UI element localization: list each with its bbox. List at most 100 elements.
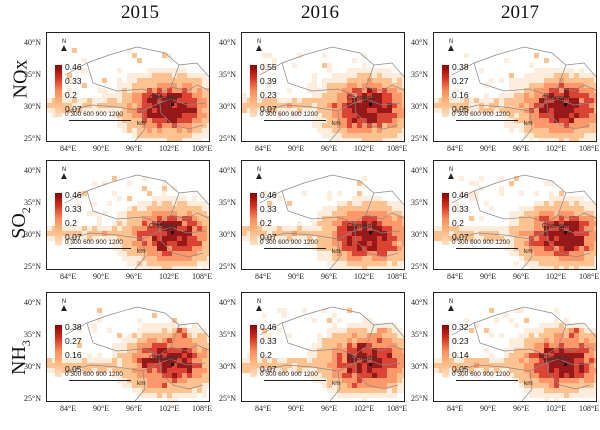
province-boundary xyxy=(261,98,401,112)
emission-cell xyxy=(307,358,312,363)
emission-cell xyxy=(372,338,377,343)
emission-cell xyxy=(312,353,317,358)
province-boundary xyxy=(451,46,596,78)
emission-cell xyxy=(207,93,209,98)
emission-cell xyxy=(337,191,342,196)
city-label-chengdu: Chengdu xyxy=(542,223,571,230)
emission-cell xyxy=(504,368,509,373)
emission-cell xyxy=(367,393,372,398)
emission-cell xyxy=(549,246,554,251)
emission-cell xyxy=(162,221,167,226)
emission-cell xyxy=(197,118,202,123)
emission-cell xyxy=(207,88,209,93)
emission-cell xyxy=(162,256,167,261)
emission-cell xyxy=(434,226,439,231)
emission-cell xyxy=(337,103,342,108)
latitude-label: 25°N xyxy=(219,394,236,403)
emission-cell xyxy=(459,103,464,108)
emission-cell xyxy=(242,103,247,108)
emission-cell xyxy=(172,231,177,236)
emission-cell xyxy=(352,93,357,98)
emission-cell xyxy=(459,358,464,363)
emission-cell xyxy=(362,368,367,373)
emission-cell xyxy=(594,348,596,353)
emission-cell xyxy=(559,328,564,333)
emission-cell xyxy=(584,123,589,128)
emission-cell xyxy=(332,388,337,393)
emission-cell xyxy=(132,108,137,113)
scale-ticks: 0 300 600 900 1200 xyxy=(65,111,123,118)
legend-tick-label: 0.39 xyxy=(260,76,277,86)
emission-cell xyxy=(524,221,529,226)
scale-bar: 0 300 600 900 1200 km xyxy=(65,239,155,255)
emission-cell xyxy=(514,176,519,181)
emission-cell xyxy=(489,98,494,103)
emission-cell xyxy=(544,128,549,133)
emission-cell xyxy=(594,78,596,83)
emission-cell xyxy=(127,241,132,246)
emission-cell xyxy=(534,383,539,388)
emission-cell xyxy=(549,103,554,108)
emission-cell xyxy=(322,88,327,93)
emission-cell xyxy=(197,261,202,266)
emission-cell xyxy=(402,256,404,261)
emission-cell xyxy=(202,206,207,211)
emission-cell xyxy=(152,216,157,221)
longitude-label: 84°E xyxy=(447,404,464,413)
emission-cell xyxy=(439,103,444,108)
emission-cell xyxy=(332,73,337,78)
emission-cell xyxy=(382,221,387,226)
emission-cell xyxy=(352,216,357,221)
emission-cell xyxy=(52,358,57,363)
emission-cell xyxy=(152,266,157,269)
emission-cell xyxy=(382,338,387,343)
emission-cell xyxy=(372,328,377,333)
emission-cell xyxy=(382,343,387,348)
emission-cell xyxy=(82,83,87,88)
emission-cell xyxy=(342,98,347,103)
emission-cell xyxy=(529,358,534,363)
emission-cell xyxy=(519,353,524,358)
emission-cell xyxy=(362,176,367,181)
emission-cell xyxy=(519,373,524,378)
emission-cell xyxy=(549,231,554,236)
emission-cell xyxy=(377,338,382,343)
emission-cell xyxy=(182,196,187,201)
emission-cell xyxy=(272,191,277,196)
emission-cell xyxy=(539,133,544,138)
emission-cell xyxy=(187,123,192,128)
legend-tick-label: 0.16 xyxy=(65,350,82,360)
emission-cell xyxy=(554,328,559,333)
emission-cell xyxy=(317,333,322,338)
emission-cell xyxy=(539,348,544,353)
emission-cell xyxy=(574,83,579,88)
emission-cell xyxy=(292,113,297,118)
emission-cell xyxy=(97,353,102,358)
emission-cell xyxy=(122,108,127,113)
latitude-label: 40°N xyxy=(24,166,41,175)
emission-cell xyxy=(102,211,107,216)
emission-cell xyxy=(62,358,67,363)
emission-cell xyxy=(202,348,207,353)
emission-cell xyxy=(539,211,544,216)
emission-cell xyxy=(402,251,404,256)
emission-cell xyxy=(187,216,192,221)
emission-cell xyxy=(87,236,92,241)
emission-cell xyxy=(262,226,267,231)
emission-cell xyxy=(327,98,332,103)
emission-cell xyxy=(152,368,157,373)
emission-cell xyxy=(267,201,272,206)
emission-cell xyxy=(187,256,192,261)
emission-cell xyxy=(77,98,82,103)
emission-cell xyxy=(332,221,337,226)
emission-cell xyxy=(402,348,404,353)
emission-cell xyxy=(317,103,322,108)
emission-cell xyxy=(322,363,327,368)
emission-cell xyxy=(534,246,539,251)
emission-cell xyxy=(177,196,182,201)
emission-cell xyxy=(352,221,357,226)
legend-tick-label: 0.07 xyxy=(260,232,277,242)
emission-cell xyxy=(392,348,397,353)
emission-cell xyxy=(554,358,559,363)
emission-cell xyxy=(307,226,312,231)
